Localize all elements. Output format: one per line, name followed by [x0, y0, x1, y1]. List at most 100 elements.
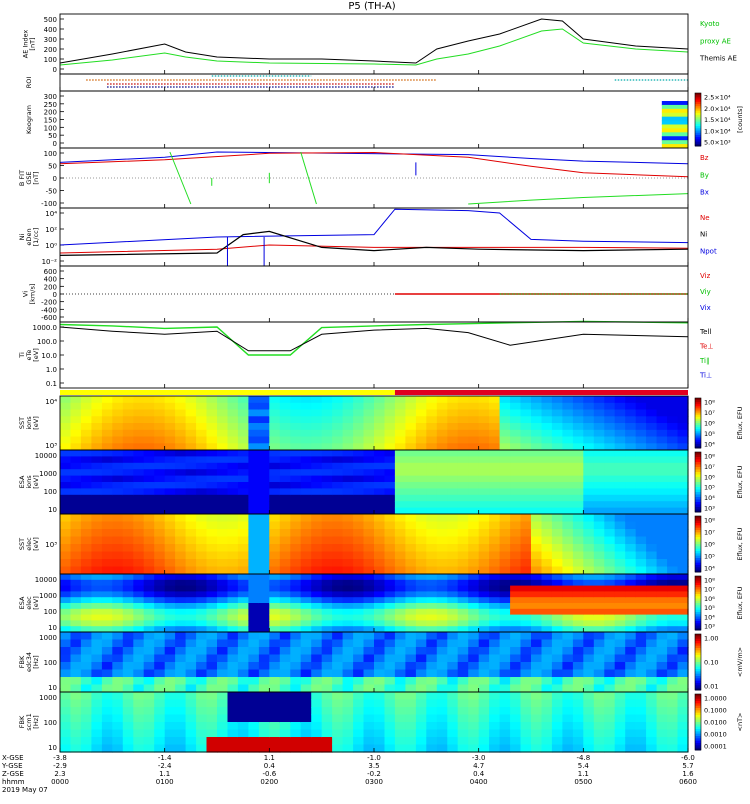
- xaxis-row-label: hhmm: [2, 778, 25, 786]
- colorbar-tick: 10⁵: [704, 553, 715, 561]
- ylabel-line: Ni: [18, 233, 26, 240]
- density-plot: [59, 208, 689, 266]
- ytick-label: 1000.0: [33, 324, 58, 332]
- ylabel-line: Vi: [22, 291, 30, 297]
- ytick-label: 600: [44, 268, 57, 276]
- xaxis-row-label: Y-GSE: [1, 762, 23, 770]
- legend-entry: Ne: [700, 214, 710, 222]
- series-npot: [59, 208, 689, 246]
- xaxis-value: 3.5: [368, 762, 379, 770]
- xaxis-value: 1.1: [578, 770, 589, 778]
- esa-ions-spectrogram: [60, 450, 689, 515]
- legend-entry: Viz: [700, 272, 711, 280]
- ytick-label: 1000: [39, 634, 57, 642]
- ytick-label: 400: [44, 276, 57, 284]
- keogram-cell: [661, 136, 688, 141]
- colorbar-label: Eflux, EFU: [736, 527, 744, 560]
- ytick-label: -400: [41, 306, 57, 314]
- ylabel-fbk_b: FBK scm1 [Hz]: [18, 713, 40, 730]
- ytick-label: 100: [44, 56, 57, 64]
- sst-elec-spectrogram: [60, 514, 689, 575]
- colorbar-tick: 2.0×10⁴: [704, 105, 731, 113]
- temp-plot: [59, 320, 689, 356]
- fbk-scm1-spectrogram: [60, 692, 689, 753]
- xaxis-value: 0000: [51, 778, 69, 786]
- ylabel-bfield: B FIT GSE [nT]: [18, 170, 40, 186]
- xaxis-value: 0.4: [473, 770, 485, 778]
- colorbar-sst_i: 10⁸ 10⁷ 10⁶ 10⁵ 10⁴ Eflux, EFU: [694, 397, 744, 449]
- panel-bfield: B FIT GSE [nT] 100 50 0 -50 -100 Bz By Bx: [18, 150, 709, 208]
- colorbar-tick: 10⁶: [704, 420, 715, 428]
- bfield-plot: [59, 151, 689, 205]
- xaxis-value: -3.0: [472, 754, 486, 762]
- ytick-label: 50: [48, 132, 57, 140]
- fbk-edc34-spectrogram: [60, 632, 689, 693]
- ytick-label: 10: [48, 506, 57, 514]
- ylabel-line: [eV]: [32, 596, 40, 610]
- colorbar-tick: 1.00: [704, 635, 718, 643]
- ylabel-sst_i: SST ions [eV]: [18, 416, 40, 430]
- xaxis-value: -2.9: [53, 762, 67, 770]
- ylabel-line: [Hz]: [32, 655, 40, 668]
- xaxis-value: 0400: [470, 778, 488, 786]
- keogram-cell: [661, 116, 688, 122]
- ylabel-line: [nT]: [32, 171, 40, 184]
- colorbar-tick: 10⁸: [704, 399, 715, 407]
- colorbar-tick: 1.0000: [704, 695, 727, 703]
- ytick-label: 250: [44, 101, 57, 109]
- legend-entry: Ti⊥: [699, 372, 712, 380]
- ytick-label: 10⁴: [45, 210, 57, 218]
- panel-sst_i: SST ions [eV] 10⁴ 10³ 10⁸ 10⁷ 10⁶ 10⁵ 10⁴ Eflux, E…: [18, 397, 744, 450]
- series-bz: [59, 151, 689, 178]
- roi-plot: [86, 75, 688, 88]
- colorbar-tick: 10⁸: [704, 577, 715, 585]
- panel-frame-density: [59, 207, 689, 267]
- ytick-label: 100: [44, 124, 57, 132]
- ylabel-velocity: Vi [km/s]: [22, 284, 37, 305]
- ytick-label: 0: [53, 175, 57, 183]
- xaxis-value: -3.8: [53, 754, 67, 762]
- xaxis-row-label: X-GSE: [2, 754, 24, 762]
- xaxis-value: 5.7: [682, 762, 693, 770]
- colorbar-tick: 10⁶: [704, 473, 715, 481]
- ylabel-esa_i: ESA ions [eV]: [18, 475, 40, 489]
- status-bar-red: [394, 390, 688, 395]
- xaxis-value: -0.2: [367, 770, 381, 778]
- ytick-label: -100: [41, 200, 57, 208]
- colorbar-tick: 10⁴: [704, 441, 715, 449]
- ytick-label: 100: [44, 608, 57, 616]
- ylabel-roi: ROI: [25, 77, 33, 89]
- legend-entry: Tell: [699, 328, 711, 336]
- ytick-label: 10³: [45, 442, 57, 450]
- colorbar-tick: 1.0×10⁴: [704, 127, 731, 135]
- ylabel-line: ESA: [18, 475, 26, 488]
- xaxis-value: 0300: [365, 778, 383, 786]
- ytick-label: 10000: [35, 576, 57, 584]
- ytick-label: 1.0: [46, 366, 57, 374]
- panel-temp: Ti eTe [eV] 1000.0 100.0 10.0 1.0 0.1 Tell Te⊥ Ti∥…: [18, 324, 714, 388]
- ylabel-line: ions: [25, 416, 33, 430]
- ylabel-line: [km/s]: [29, 284, 37, 305]
- ylabel-line: edc34: [25, 652, 33, 672]
- colorbar-label-text: <mV/m>: [736, 647, 744, 677]
- sst-ions-spectrogram: [60, 396, 689, 451]
- colorbar-tick: 10⁵: [704, 484, 715, 492]
- xaxis-value: 4.7: [473, 762, 484, 770]
- ylabel-line: [eV]: [32, 348, 40, 362]
- legend-entry: Bz: [700, 154, 709, 162]
- panel-esa_e: ESA elec [eV] 10000 1000 100 10 10⁸10⁷10⁶10⁵10⁴…: [18, 575, 744, 632]
- colorbar-tick: 10⁷: [704, 529, 715, 537]
- ylabel-line: ions: [25, 475, 33, 489]
- colorbar-tick: 10⁸: [704, 517, 715, 525]
- ytick-label: 0.1: [46, 380, 57, 388]
- panel-frame-temp: [59, 321, 689, 389]
- ytick-label: 300: [44, 36, 57, 44]
- ylabel-line: B FIT: [18, 170, 26, 186]
- ylabel-line: ESA: [18, 596, 26, 609]
- ytick-label: 200: [44, 109, 57, 117]
